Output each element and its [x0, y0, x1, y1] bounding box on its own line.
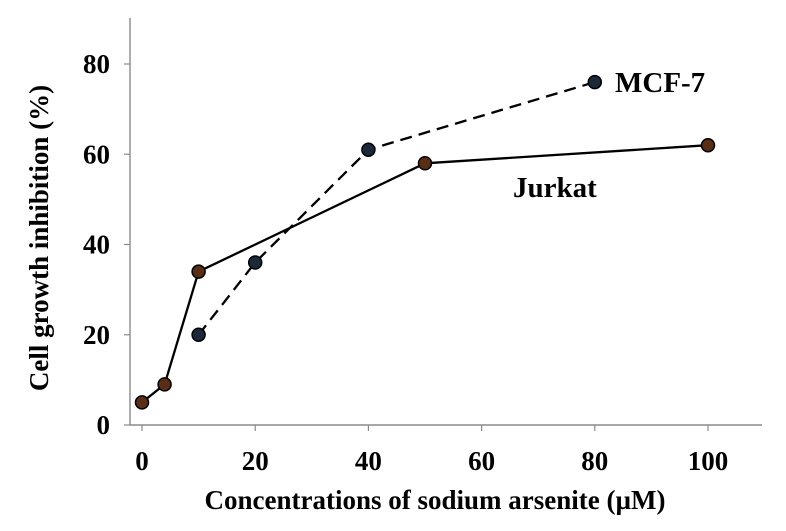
y-tick-label: 0 [97, 410, 111, 440]
series-label-jurkat: Jurkat [513, 172, 597, 204]
data-point [247, 255, 263, 270]
x-tick-label: 80 [581, 446, 608, 476]
series-line-mcf-7 [197, 80, 596, 336]
y-tick-label: 60 [83, 139, 110, 169]
data-point [417, 156, 433, 171]
data-point [587, 74, 603, 90]
series-points [134, 74, 716, 410]
axes [129, 18, 762, 426]
data-point [700, 137, 716, 153]
y-tick-label: 20 [83, 320, 110, 350]
data-point [191, 264, 206, 279]
series-line-jurkat [141, 144, 709, 404]
x-tick-label: 40 [355, 446, 382, 476]
data-point [134, 395, 150, 410]
x-tick-label: 100 [688, 446, 729, 476]
ticks: 0 20 40 60 80 0 20 40 60 80 100 [83, 49, 728, 476]
x-tick-label: 20 [242, 446, 269, 476]
data-point [157, 377, 172, 392]
data-point [191, 327, 206, 343]
x-axis-title: Concentrations of sodium arsenite (µM) [204, 485, 665, 515]
series-lines [141, 80, 709, 404]
series-label-mcf7: MCF-7 [615, 67, 705, 99]
y-tick-label: 80 [83, 49, 110, 79]
y-tick-label: 40 [83, 230, 110, 260]
x-tick-label: 0 [135, 446, 149, 476]
y-axis-title: Cell growth inhibition (%) [24, 85, 54, 391]
data-point [361, 142, 376, 157]
x-tick-label: 60 [468, 446, 495, 476]
